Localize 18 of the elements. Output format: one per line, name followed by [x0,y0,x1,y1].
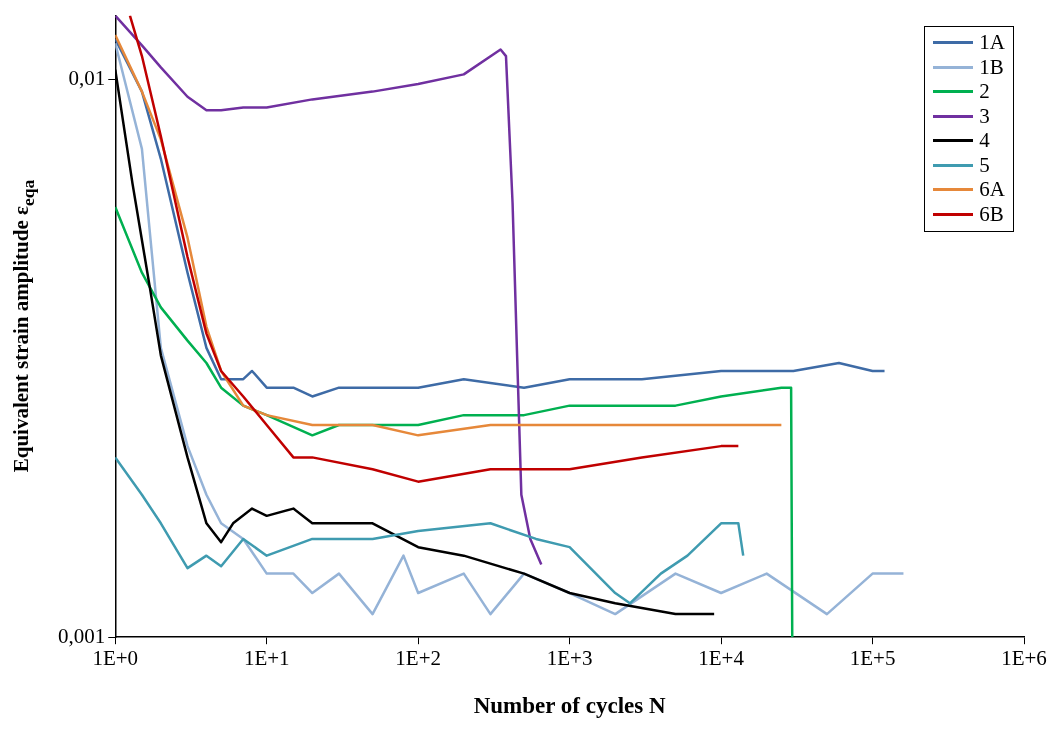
x-tick-label: 1E+4 [698,646,745,671]
y-tick-label: 0,01 [68,65,106,90]
legend-label: 3 [979,103,990,129]
legend-label: 6B [979,201,1004,227]
legend-label: 1B [979,54,1004,80]
legend-label: 4 [979,128,990,154]
x-tick-label: 1E+6 [1001,646,1047,671]
x-tick-label: 1E+2 [395,646,441,671]
x-tick-label: 1E+3 [546,646,593,671]
y-tick-label: 0,001 [58,623,106,648]
legend-label: 2 [979,79,990,105]
legend-label: 6A [979,177,1005,203]
x-tick-label: 1E+1 [243,646,290,671]
legend-label: 1A [979,30,1005,56]
x-tick-label: 1E+5 [849,646,896,671]
x-tick-label: 1E+0 [92,646,139,671]
legend-label: 5 [979,152,990,178]
x-axis-title: Number of cycles N [473,693,666,719]
